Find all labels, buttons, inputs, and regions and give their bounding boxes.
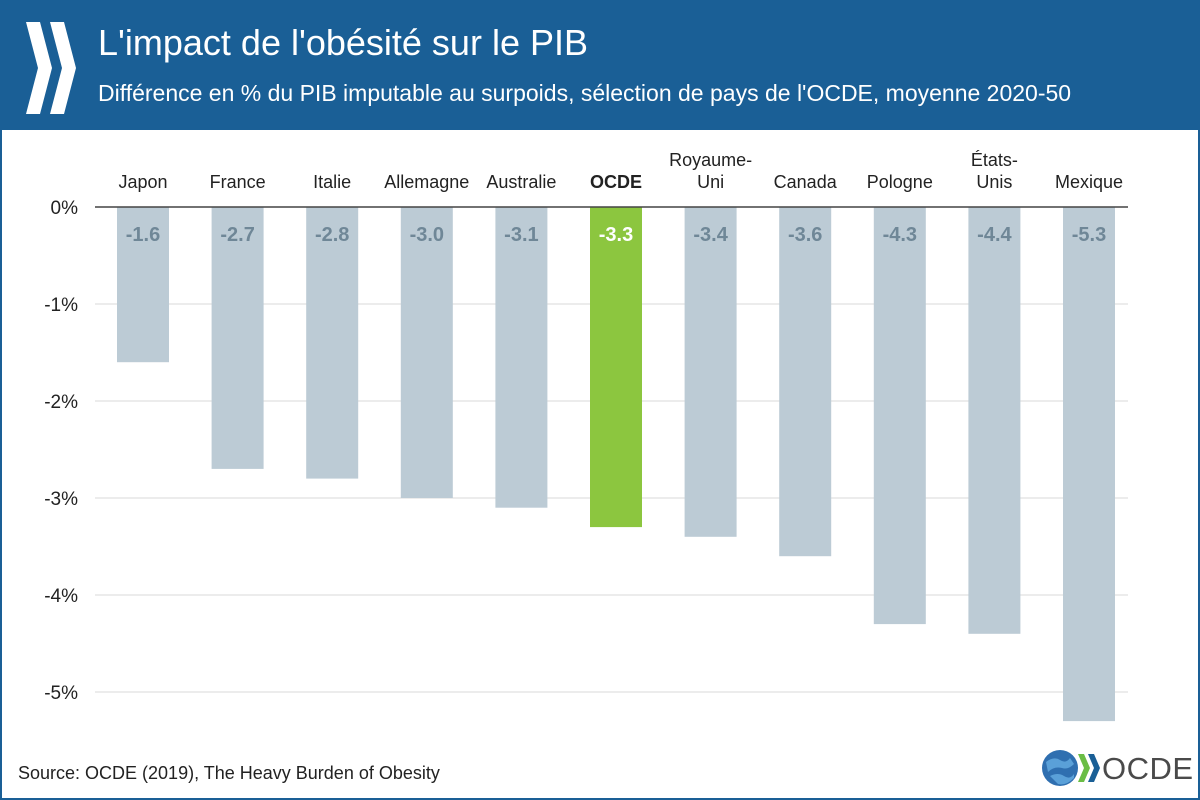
data-label: -5.3 xyxy=(1072,224,1106,246)
bar xyxy=(495,207,548,508)
category-label: Italie xyxy=(313,172,351,192)
oecd-logo: OCDE xyxy=(1040,746,1193,790)
y-tick-label: -3% xyxy=(44,489,78,510)
bar xyxy=(968,207,1021,634)
header: L'impact de l'obésité sur le PIB Différe… xyxy=(0,0,1200,130)
oecd-chevrons-icon xyxy=(26,22,76,114)
bar xyxy=(211,207,264,469)
y-tick-label: 0% xyxy=(51,198,79,219)
data-label: -2.7 xyxy=(220,224,254,246)
data-label: -3.4 xyxy=(693,224,728,246)
globe-icon xyxy=(1042,750,1100,786)
category-label: Australie xyxy=(486,172,556,192)
bar xyxy=(306,207,359,479)
y-tick-label: -5% xyxy=(44,683,78,704)
bar xyxy=(117,207,169,363)
category-label: Mexique xyxy=(1055,172,1123,192)
category-label: Uni xyxy=(697,172,724,192)
category-label: OCDE xyxy=(590,172,642,192)
data-label: -3.3 xyxy=(599,224,633,246)
y-tick-label: -2% xyxy=(44,392,78,413)
data-label: -4.3 xyxy=(883,224,917,246)
category-label: Unis xyxy=(976,172,1012,192)
bar xyxy=(873,207,926,625)
category-label: Japon xyxy=(118,172,167,192)
page-subtitle: Différence en % du PIB imputable au surp… xyxy=(98,80,1072,106)
data-label: -3.0 xyxy=(410,224,444,246)
bar xyxy=(779,207,832,557)
category-label: États- xyxy=(971,150,1018,170)
source-note: Source: OCDE (2019), The Heavy Burden of… xyxy=(18,763,440,783)
y-tick-label: -1% xyxy=(44,295,78,316)
bar xyxy=(400,207,453,498)
category-label: Royaume- xyxy=(669,150,752,170)
data-label: -4.4 xyxy=(977,224,1012,246)
data-label: -3.6 xyxy=(788,224,822,246)
category-label: Canada xyxy=(774,172,838,192)
category-label: Allemagne xyxy=(384,172,469,192)
data-label: -3.1 xyxy=(504,224,538,246)
page-title: L'impact de l'obésité sur le PIB xyxy=(98,22,588,63)
data-label: -2.8 xyxy=(315,224,349,246)
data-label: -1.6 xyxy=(126,224,160,246)
logo-text: OCDE xyxy=(1102,751,1194,786)
category-label: France xyxy=(210,172,266,192)
category-label: Pologne xyxy=(867,172,933,192)
bar xyxy=(590,207,642,528)
y-tick-label: -4% xyxy=(44,586,78,607)
bar xyxy=(684,207,737,537)
bar xyxy=(1063,207,1115,722)
bar-chart: 0% -1% -2% -3% -4% -5% -1.6 Japon -2.7 France -2.8… xyxy=(44,150,1128,722)
